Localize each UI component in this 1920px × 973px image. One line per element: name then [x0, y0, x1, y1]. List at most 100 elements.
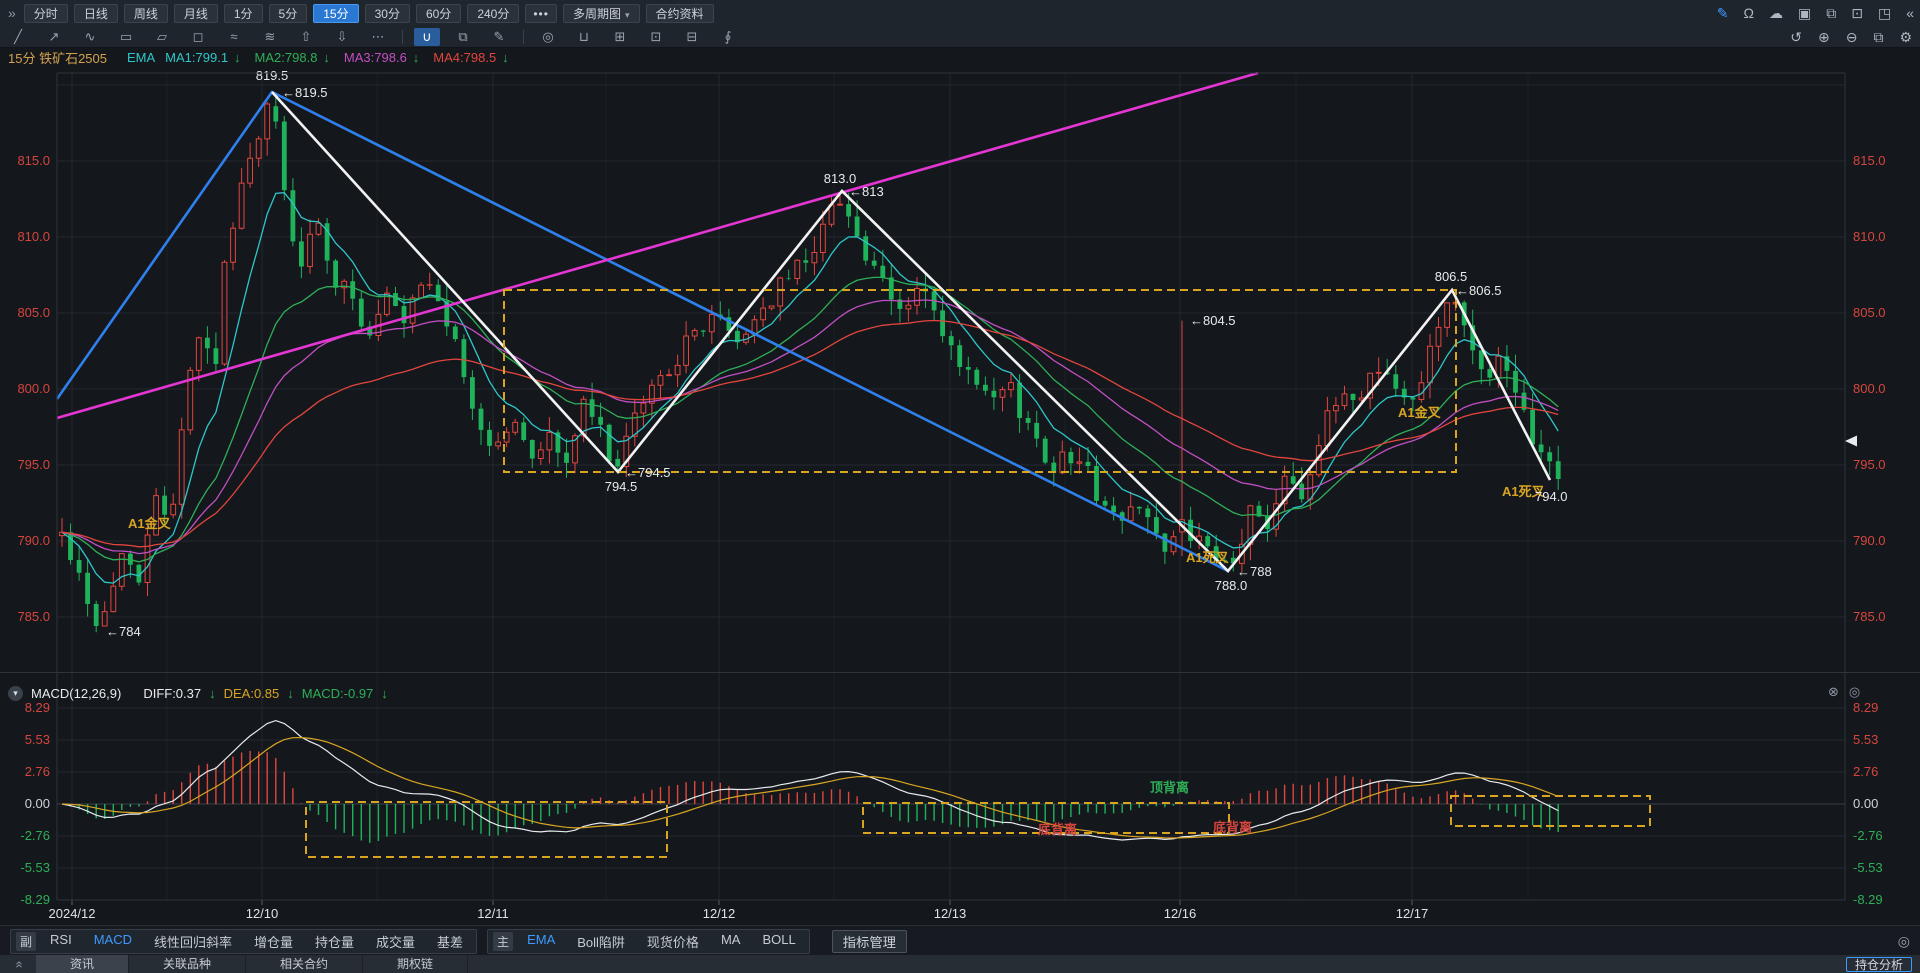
multi-period-button[interactable]: 多周期图 ▾ [562, 3, 640, 23]
timeframe-button-15分[interactable]: 15分 [313, 3, 359, 23]
timeframe-button-5分[interactable]: 5分 [268, 3, 308, 23]
collapse-indicator-icon[interactable]: ▾ [8, 685, 23, 701]
timeframe-button-月线[interactable]: 月线 [173, 3, 218, 23]
time-axis-label: 12/16 [1164, 906, 1197, 921]
sub-indicator-group: 副 RSI MACD 线性回归斜率 增仓量 持仓量 成交量 基差 [10, 928, 478, 954]
dea-down-arrow: ↓ [287, 685, 294, 701]
ray-tool[interactable]: ↗ [48, 28, 60, 44]
trend-line-tool[interactable]: ╱ [14, 28, 22, 44]
toolbar-divider [523, 29, 524, 44]
ma1-line [61, 192, 1559, 584]
indicator-manage-button[interactable]: 指标管理 [831, 929, 907, 953]
ma3-value: MA3:798.6 [343, 49, 407, 65]
macd-axis-label: 5.53 [25, 732, 50, 747]
panel-borders [0, 72, 1920, 901]
ma2-down-arrow: ↓ [323, 49, 330, 65]
main-indicator-tabs: EMA Boll陷阱 现货价格 MA BOLL [516, 932, 807, 951]
collapse-up-icon[interactable]: » [10, 960, 26, 968]
comment-icon[interactable]: ⊟ [686, 28, 698, 44]
snapshot-icon[interactable]: ⧉ [1873, 28, 1884, 45]
edit-drawing-icon[interactable]: ✎ [493, 28, 505, 44]
ma3-line [61, 299, 1559, 555]
screenshot-camera-icon[interactable]: ▣ [1798, 5, 1812, 21]
magnet-tool[interactable]: ∪ [414, 27, 440, 46]
main-tab-EMA[interactable]: EMA [527, 931, 556, 947]
fib-retracement-tool[interactable]: ≈ [230, 29, 238, 44]
bottom-tab-期权链[interactable]: 期权链 [363, 955, 469, 973]
clone-drawing-icon[interactable]: ⧉ [458, 28, 468, 44]
timeframe-button-分时[interactable]: 分时 [23, 3, 68, 23]
draw-mode-icon[interactable]: ✎ [1716, 5, 1729, 21]
delete-drawing-icon[interactable]: ⊔ [578, 28, 590, 44]
wave-tool[interactable]: ∿ [84, 28, 96, 44]
price-annotation: ←806.5 [1456, 283, 1502, 298]
position-analysis-button[interactable]: 持仓分析 [1845, 956, 1912, 972]
macd-axis-label: 0.00 [1853, 796, 1878, 811]
sub-tab-基差[interactable]: 基差 [437, 934, 464, 950]
sub-tab-MACD[interactable]: MACD [93, 931, 132, 947]
multi-period-label: 多周期图 [572, 6, 621, 21]
expand-left-icon[interactable]: » [8, 5, 16, 21]
arrow-up-tool[interactable]: ⇧ [300, 28, 312, 44]
callout-tool[interactable]: ◻ [192, 28, 204, 44]
export-icon[interactable]: ⊡ [650, 28, 662, 44]
indicator-settings-icon[interactable]: ◎ [1848, 684, 1861, 699]
undo-icon[interactable]: ↺ [1790, 28, 1802, 45]
arrow-down-tool[interactable]: ⇩ [336, 28, 348, 44]
timeframe-button-30分[interactable]: 30分 [364, 3, 410, 23]
rect-tool[interactable]: ▭ [119, 28, 133, 44]
macd-axis-label: 2.76 [1853, 764, 1878, 779]
macd-histogram-positive [146, 750, 1474, 804]
chart-grid [57, 73, 1845, 900]
cloud-icon[interactable]: ☁ [1769, 5, 1783, 21]
up-candle-bodies [59, 103, 1502, 627]
grid-layout-icon[interactable]: ⊞ [614, 28, 626, 44]
main-tab-MA[interactable]: MA [720, 931, 741, 947]
more-tools[interactable]: ⋯ [371, 28, 385, 44]
macd-layer [61, 719, 1559, 843]
sub-tab-持仓量[interactable]: 持仓量 [315, 934, 355, 950]
zoom-out-icon[interactable]: ⊖ [1845, 28, 1858, 45]
close-indicator-icon[interactable]: ⊗ [1828, 684, 1839, 699]
monitor-icon[interactable]: ⊡ [1851, 5, 1863, 21]
sub-tab-增仓量[interactable]: 增仓量 [253, 934, 293, 950]
timeframe-button-60分[interactable]: 60分 [415, 3, 462, 23]
timeframe-button-240分[interactable]: 240分 [467, 3, 520, 23]
layout-windows-icon[interactable]: ⧉ [1826, 5, 1837, 21]
price-annotation: ←819.5 [282, 85, 328, 100]
channel-tool[interactable]: ≋ [264, 28, 276, 44]
macd-axis-label: -5.53 [1853, 860, 1883, 875]
parallelogram-tool[interactable]: ▱ [157, 28, 167, 44]
more-timeframes-button[interactable]: ••• [525, 3, 557, 23]
toolbar-right-icons: ✎ Ω ☁ ▣ ⧉ ⊡ ◳ « [1717, 6, 1914, 20]
fullscreen-icon[interactable]: ◳ [1877, 5, 1892, 21]
drawing-toolbar: ╱ ↗ ∿ ▭ ▱ ◻ ≈ ≋ ⇧ ⇩ ⋯ ∪ ⧉ ✎ ◎ ⊔ ⊞ ⊡ ⊟ ∮ ↺ ⊕ ⊖ ⧉ ⚙ [0, 26, 1920, 48]
up-candle-wicks [61, 102, 1499, 627]
sub-tab-成交量[interactable]: 成交量 [376, 934, 416, 950]
sub-tab-线性回归斜率[interactable]: 线性回归斜率 [153, 934, 232, 950]
contract-info-button[interactable]: 合约资料 [645, 3, 714, 23]
main-tab-现货价格[interactable]: 现货价格 [646, 934, 699, 950]
hide-drawings-icon[interactable]: ◎ [542, 28, 554, 44]
main-tab-Boll陷阱[interactable]: Boll陷阱 [577, 934, 625, 950]
ma4-down-arrow: ↓ [502, 49, 509, 65]
attach-icon[interactable]: ∮ [724, 28, 732, 44]
alert-bell-icon[interactable]: Ω [1743, 5, 1754, 21]
collapse-right-icon[interactable]: « [1906, 5, 1914, 21]
price-axis-label: 800.0 [1853, 381, 1886, 396]
price-axis-label: 815.0 [1853, 153, 1886, 168]
bottom-tab-资讯[interactable]: 资讯 [36, 955, 130, 973]
bottom-tab-相关合约[interactable]: 相关合约 [246, 955, 364, 973]
ma2-line [61, 276, 1559, 563]
main-tab-BOLL[interactable]: BOLL [762, 931, 796, 947]
timeframe-button-周线[interactable]: 周线 [123, 3, 168, 23]
zoom-in-icon[interactable]: ⊕ [1817, 28, 1830, 45]
location-pin-icon[interactable]: ◎ [1897, 932, 1910, 949]
settings-icon[interactable]: ⚙ [1899, 28, 1912, 45]
bottom-tab-关联品种[interactable]: 关联品种 [129, 955, 247, 973]
timeframe-button-1分[interactable]: 1分 [223, 3, 263, 23]
timeframe-button-日线[interactable]: 日线 [73, 3, 118, 23]
sub-tab-RSI[interactable]: RSI [50, 931, 72, 947]
